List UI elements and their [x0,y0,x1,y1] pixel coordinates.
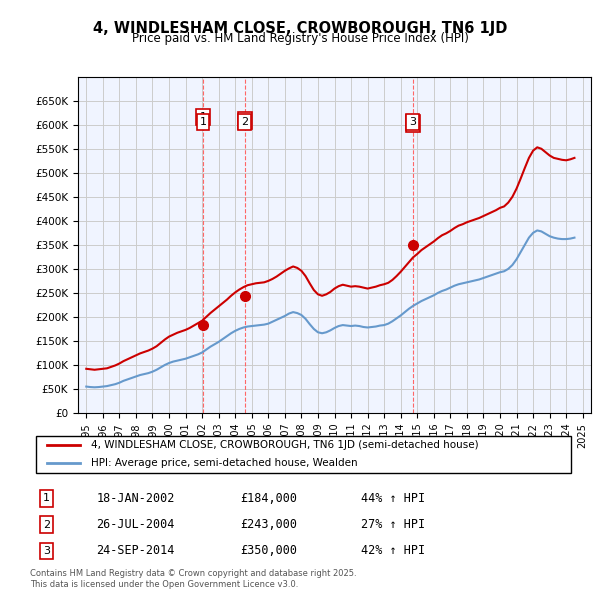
Text: £184,000: £184,000 [240,492,297,505]
Text: 26-JUL-2004: 26-JUL-2004 [96,518,175,531]
Text: 3: 3 [409,117,416,127]
Text: 24-SEP-2014: 24-SEP-2014 [96,545,175,558]
Text: 1: 1 [199,112,206,122]
Text: 3: 3 [409,119,416,129]
Text: Contains HM Land Registry data © Crown copyright and database right 2025.
This d: Contains HM Land Registry data © Crown c… [30,569,356,589]
Text: 4, WINDLESHAM CLOSE, CROWBOROUGH, TN6 1JD (semi-detached house): 4, WINDLESHAM CLOSE, CROWBOROUGH, TN6 1J… [91,440,478,450]
Text: 44% ↑ HPI: 44% ↑ HPI [361,492,425,505]
Text: 2: 2 [43,520,50,530]
Text: 1: 1 [43,493,50,503]
Text: 18-JAN-2002: 18-JAN-2002 [96,492,175,505]
Text: 1: 1 [199,117,206,127]
FancyBboxPatch shape [35,435,571,473]
Text: HPI: Average price, semi-detached house, Wealden: HPI: Average price, semi-detached house,… [91,458,358,468]
Text: £350,000: £350,000 [240,545,297,558]
Text: 4, WINDLESHAM CLOSE, CROWBOROUGH, TN6 1JD: 4, WINDLESHAM CLOSE, CROWBOROUGH, TN6 1J… [93,21,507,35]
Text: Price paid vs. HM Land Registry's House Price Index (HPI): Price paid vs. HM Land Registry's House … [131,32,469,45]
Text: 42% ↑ HPI: 42% ↑ HPI [361,545,425,558]
Text: 27% ↑ HPI: 27% ↑ HPI [361,518,425,531]
Text: £243,000: £243,000 [240,518,297,531]
Text: 3: 3 [43,546,50,556]
Text: 2: 2 [241,117,248,127]
Text: 2: 2 [241,116,248,126]
